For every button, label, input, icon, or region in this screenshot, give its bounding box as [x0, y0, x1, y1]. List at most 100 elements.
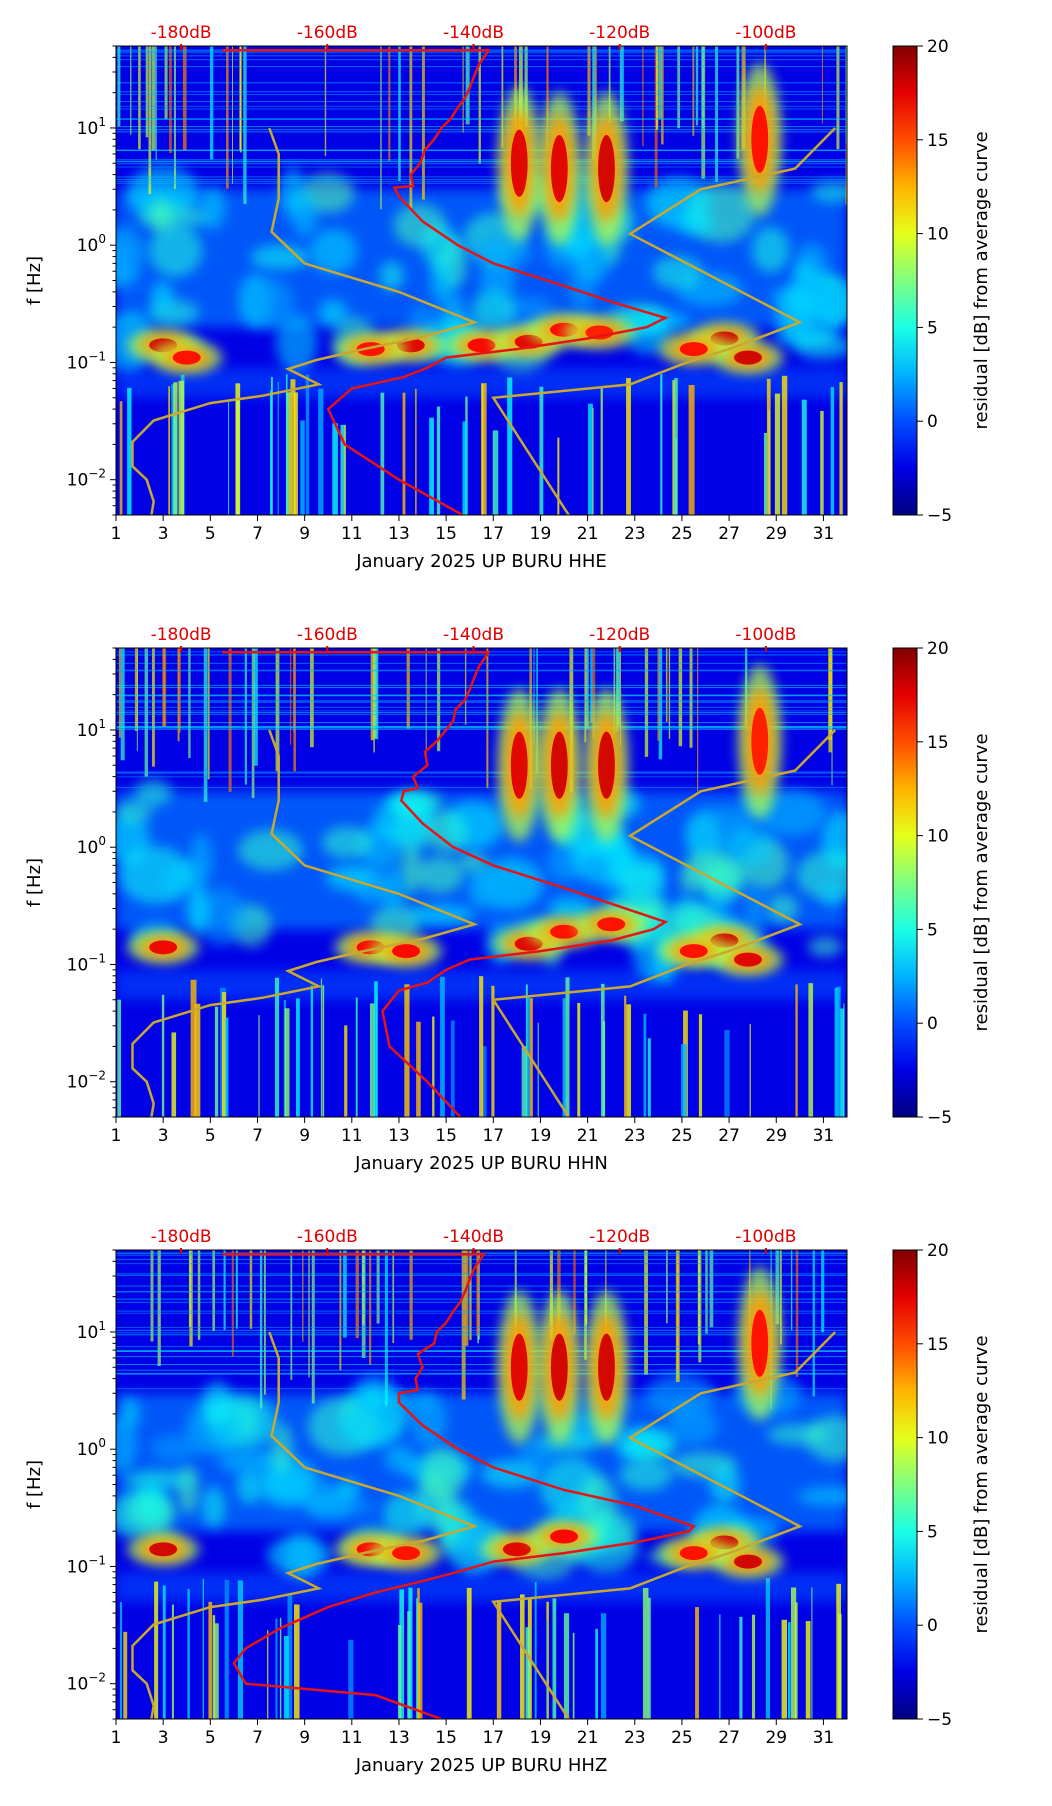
colorbar-tick-label: 15 — [927, 131, 949, 151]
heatmap-streak — [369, 1003, 375, 1117]
heatmap-streak — [469, 1250, 472, 1340]
hotspot-core — [510, 1333, 528, 1401]
heatmap-blotch — [373, 797, 437, 843]
hotspot-core — [550, 1333, 568, 1401]
x-tick-label: 19 — [530, 524, 552, 544]
heatmap-blotch — [548, 896, 592, 920]
x-axis-label: January 2025 UP BURU HHZ — [355, 1755, 608, 1776]
heatmap-streak — [781, 1619, 788, 1719]
heatmap-streak — [565, 977, 570, 1117]
heatmap-streak — [775, 1250, 780, 1325]
heatmap-streak — [658, 648, 663, 760]
heatmap-blotch — [137, 205, 208, 229]
heatmap-line — [116, 129, 847, 131]
hotspot-core — [598, 731, 615, 799]
heatmap-line — [116, 149, 847, 151]
heatmap-streak — [130, 46, 132, 135]
heatmap-streak — [267, 1630, 269, 1719]
heatmap-streak — [155, 46, 157, 160]
heatmap-streak — [492, 430, 499, 515]
heatmap-line — [116, 1301, 847, 1303]
heatmap-streak — [831, 648, 833, 786]
heatmap-line — [116, 1298, 847, 1300]
high-noise-model-curve — [491, 1331, 837, 1719]
heatmap-blotch — [408, 903, 475, 926]
heatmap-line — [116, 713, 847, 715]
heatmap-line — [116, 1274, 847, 1276]
heatmap-streak — [781, 375, 788, 515]
colorbar-tick-label: −5 — [927, 1108, 952, 1128]
heatmap-area — [116, 46, 847, 515]
heatmap-streak — [521, 1046, 528, 1117]
panel-hhe: 1 3 5 7 9 11 13 15 17 19 21 23 25 27 29 31 January 2025 … — [0, 0, 1052, 602]
heatmap-blotch — [337, 1407, 399, 1448]
heatmap-streak — [189, 1250, 193, 1347]
heatmap-line — [116, 687, 847, 689]
heatmap-line — [116, 159, 847, 161]
heatmap-blotch — [416, 856, 465, 894]
colorbar: 20 15 10 5 0 −5 residual [dB] from average cur… — [892, 37, 992, 526]
colorbar-tick-label: 10 — [927, 225, 949, 245]
heatmap-blotch — [275, 315, 318, 373]
heatmap-streak — [212, 1250, 216, 1332]
x-tick-label: 19 — [530, 1126, 552, 1146]
heatmap-streak — [162, 1585, 166, 1719]
heatmap-streak — [148, 46, 152, 195]
x-tick-label: 17 — [482, 1728, 504, 1748]
heatmap-streak — [300, 420, 305, 515]
db-label: -180dB — [151, 23, 212, 43]
heatmap-line — [116, 66, 847, 68]
heatmap-streak — [592, 648, 596, 740]
heatmap-blotch — [318, 299, 348, 328]
heatmap-streak — [340, 424, 345, 515]
heatmap-streak — [626, 1004, 632, 1117]
heatmap-streak — [839, 382, 843, 515]
colorbar-tick-label: 10 — [927, 1429, 949, 1449]
heatmap-streak — [642, 46, 644, 147]
heatmap-streak — [496, 1600, 502, 1719]
heatmap-streak — [624, 995, 627, 1117]
heatmap-streak — [259, 1250, 263, 1409]
heatmap-streak — [425, 648, 427, 759]
heatmap-streak — [647, 1038, 651, 1117]
heatmap-blotch — [645, 1372, 715, 1417]
heatmap-streak — [482, 1046, 487, 1117]
x-tick-label: 23 — [624, 524, 646, 544]
heatmap-line — [116, 1310, 847, 1312]
heatmap-line — [116, 1326, 847, 1328]
heatmap-streak — [787, 1622, 791, 1719]
heatmap-area — [116, 1250, 847, 1719]
heatmap-line — [116, 787, 847, 789]
y-axis-label: f [Hz] — [24, 256, 45, 305]
heatmap-streak — [838, 1613, 842, 1719]
db-label: -100dB — [735, 625, 796, 645]
heatmap-streak — [821, 46, 824, 124]
hotspot-core — [550, 731, 568, 799]
heatmap-streak — [415, 388, 417, 515]
heatmap-streak — [374, 648, 377, 738]
heatmap-line — [116, 108, 847, 110]
heatmap-line — [116, 1285, 847, 1287]
heatmap-streak — [235, 1250, 238, 1329]
x-tick-label: 7 — [252, 1728, 263, 1748]
heatmap-streak — [228, 399, 230, 515]
heatmap-line — [116, 1372, 847, 1374]
heatmap-blotch — [199, 186, 226, 230]
heatmap-streak — [465, 1250, 469, 1346]
heatmap-blotch — [116, 800, 152, 824]
colorbar-label: residual [dB] from average curve — [971, 131, 992, 429]
heatmap-streak — [709, 1250, 714, 1328]
heatmap-blotch — [201, 1486, 226, 1528]
x-tick-label: 13 — [388, 524, 410, 544]
db-label: -180dB — [151, 625, 212, 645]
heatmap-blotch — [150, 281, 174, 312]
heatmap-streak — [397, 1624, 402, 1719]
colorbar-tick-label: 10 — [927, 827, 949, 847]
x-tick-label: 5 — [205, 1126, 216, 1146]
heatmap-streak — [290, 1250, 293, 1380]
heatmap-streak — [572, 1632, 575, 1719]
heatmap-streak — [619, 46, 624, 122]
heatmap-line — [116, 52, 847, 54]
hotspot-core — [598, 1333, 615, 1401]
